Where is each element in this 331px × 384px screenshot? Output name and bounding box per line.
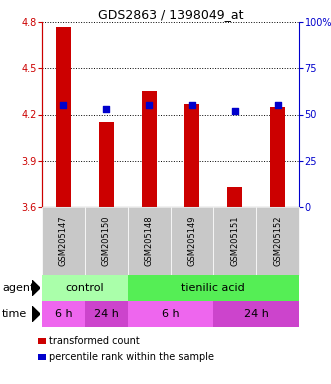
Text: GSM205149: GSM205149 [187,216,196,266]
Text: 24 h: 24 h [94,309,119,319]
Point [189,102,195,108]
Text: percentile rank within the sample: percentile rank within the sample [49,352,214,362]
Point [104,106,109,112]
Text: 24 h: 24 h [244,309,268,319]
Bar [270,107,285,207]
Point [61,102,66,108]
Point [146,102,152,108]
Text: control: control [66,283,104,293]
Bar [142,91,157,207]
Text: GSM205151: GSM205151 [230,216,239,266]
Text: GSM205152: GSM205152 [273,216,282,266]
Polygon shape [32,306,40,322]
Text: GSM205150: GSM205150 [102,216,111,266]
Polygon shape [32,280,40,296]
Text: GSM205148: GSM205148 [145,216,154,266]
Bar [184,104,199,207]
Title: GDS2863 / 1398049_at: GDS2863 / 1398049_at [98,8,243,21]
Text: tienilic acid: tienilic acid [181,283,245,293]
Text: agent: agent [2,283,34,293]
Text: 6 h: 6 h [55,309,72,319]
Point [232,108,237,114]
Bar [227,187,242,207]
Bar [56,26,71,207]
Text: time: time [2,309,27,319]
Text: transformed count: transformed count [49,336,140,346]
Text: GSM205147: GSM205147 [59,216,68,266]
Text: 6 h: 6 h [162,309,179,319]
Bar [99,122,114,207]
Point [275,102,280,108]
